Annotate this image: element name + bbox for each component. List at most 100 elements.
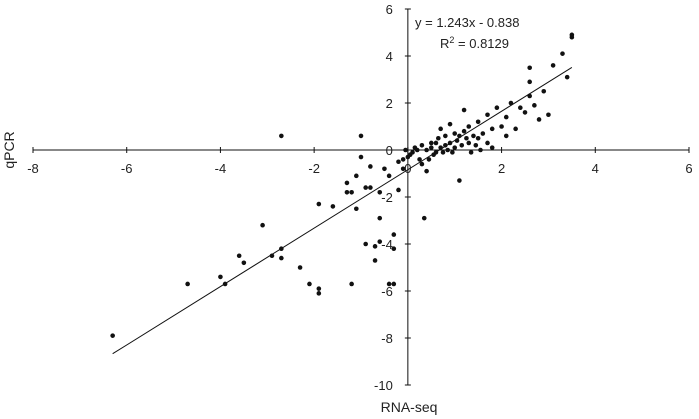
- data-point: [499, 124, 504, 129]
- data-point: [279, 255, 284, 261]
- y-tick-label: 0: [386, 143, 393, 158]
- data-point: [391, 246, 397, 251]
- data-point: [452, 131, 458, 136]
- data-point: [433, 140, 439, 146]
- data-point: [386, 281, 392, 287]
- data-point: [485, 140, 490, 146]
- data-point: [464, 135, 469, 141]
- data-point: [400, 157, 406, 162]
- data-point: [518, 105, 523, 110]
- data-point: [475, 135, 481, 141]
- data-point: [494, 105, 500, 110]
- data-point: [377, 190, 383, 195]
- data-point: [363, 185, 368, 190]
- data-point: [503, 133, 509, 139]
- data-point: [307, 281, 312, 287]
- data-point: [396, 159, 401, 165]
- data-point: [461, 128, 467, 134]
- data-point: [424, 147, 429, 153]
- data-point: [438, 145, 443, 150]
- data-point: [363, 241, 368, 247]
- data-point: [391, 232, 397, 237]
- y-tick-label: -4: [381, 237, 393, 252]
- data-point: [372, 244, 378, 249]
- y-tick-label: -2: [381, 190, 393, 205]
- data-point: [241, 260, 247, 266]
- data-point: [410, 150, 415, 155]
- data-point: [330, 204, 336, 209]
- x-tick-label: 2: [498, 161, 505, 176]
- data-point: [447, 121, 453, 127]
- data-point: [419, 143, 425, 148]
- data-point: [368, 185, 373, 190]
- data-point: [349, 190, 354, 195]
- data-point: [457, 133, 462, 139]
- data-point: [508, 100, 514, 106]
- data-point: [569, 32, 575, 38]
- x-tick-label: 0: [404, 161, 411, 176]
- data-point: [440, 150, 446, 155]
- data-point: [110, 333, 115, 338]
- data-point: [377, 215, 383, 221]
- data-point: [466, 140, 472, 146]
- data-point: [354, 173, 359, 179]
- data-point: [386, 173, 392, 179]
- y-tick-label: 6: [386, 2, 393, 17]
- data-point: [527, 79, 532, 85]
- data-point: [260, 222, 265, 228]
- data-point: [527, 65, 532, 71]
- y-tick-label: -10: [374, 378, 393, 393]
- data-point: [550, 63, 556, 68]
- data-point: [344, 190, 350, 195]
- data-point: [503, 114, 509, 120]
- y-tick-label: 4: [386, 49, 393, 64]
- data-point: [377, 239, 383, 244]
- data-point: [489, 126, 495, 132]
- data-point: [450, 150, 455, 155]
- data-point: [279, 133, 284, 139]
- x-tick-label: 4: [592, 161, 599, 176]
- data-point: [485, 112, 490, 118]
- data-point: [489, 145, 495, 150]
- plot-area: [32, 8, 690, 386]
- data-point: [461, 107, 467, 113]
- data-point: [536, 117, 542, 122]
- data-point: [358, 154, 364, 160]
- x-tick-label: 6: [685, 161, 692, 176]
- data-point: [443, 143, 448, 148]
- data-point: [513, 126, 518, 132]
- data-point: [473, 143, 479, 148]
- data-point: [564, 74, 570, 80]
- data-point: [459, 143, 465, 148]
- data-point: [368, 164, 373, 169]
- data-point: [269, 253, 275, 259]
- data-point: [421, 215, 427, 221]
- data-point: [541, 88, 547, 94]
- data-point: [391, 281, 397, 287]
- data-point: [428, 145, 434, 150]
- data-point: [372, 258, 378, 263]
- trendline: [112, 67, 573, 355]
- data-point: [527, 93, 532, 99]
- data-point: [419, 161, 425, 167]
- data-point: [349, 281, 354, 287]
- data-point: [478, 147, 483, 153]
- data-point: [445, 147, 450, 153]
- r-squared-annotation: R2 = 0.8129: [440, 35, 509, 51]
- data-point: [417, 157, 422, 162]
- data-point: [414, 147, 420, 153]
- data-point: [522, 110, 528, 115]
- x-tick-label: -8: [27, 161, 39, 176]
- y-tick-label: 2: [386, 96, 393, 111]
- data-point: [447, 140, 453, 146]
- x-tick-label: -2: [308, 161, 320, 176]
- data-point: [546, 112, 551, 118]
- data-point: [344, 180, 350, 186]
- data-point: [480, 131, 486, 136]
- data-point: [382, 166, 387, 172]
- data-point: [354, 206, 359, 212]
- data-point: [316, 291, 322, 296]
- y-axis-title: qPCR: [1, 131, 17, 168]
- data-point: [438, 126, 443, 132]
